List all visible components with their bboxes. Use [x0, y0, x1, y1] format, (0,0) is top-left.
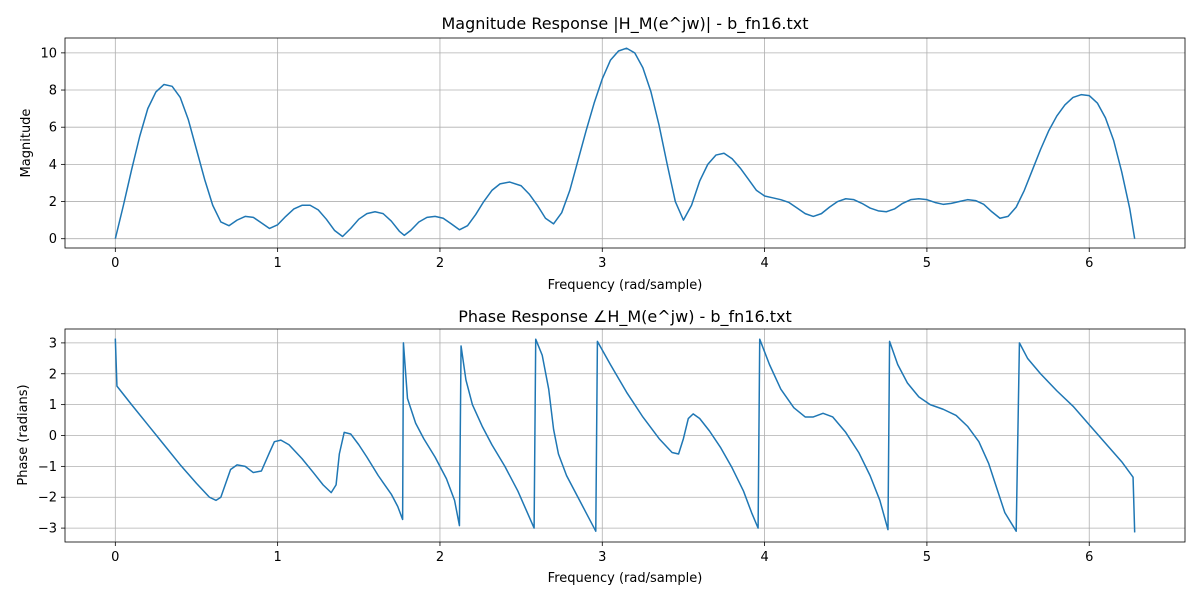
phase-x-tick-label: 6: [1085, 550, 1093, 565]
phase-x-tick-label: 3: [598, 550, 606, 565]
phase-series-line: [114, 338, 1136, 533]
phase-y-tick-label: 2: [49, 367, 57, 382]
phase-y-tick-label: −1: [38, 460, 57, 475]
phase-x-axis-label: Frequency (rad/sample): [548, 571, 703, 586]
phase-x-tick-label: 4: [760, 550, 768, 565]
phase-y-tick-label: 0: [49, 429, 57, 444]
phase-y-tick-label: 3: [49, 336, 57, 351]
magnitude-x-axis-label: Frequency (rad/sample): [548, 278, 703, 293]
phase-y-tick-label: −3: [38, 522, 57, 537]
magnitude-series: [114, 47, 1136, 239]
phase-y-tick-label: 1: [49, 398, 57, 413]
magnitude-x-tick-label: 4: [760, 256, 768, 271]
phase-panel: Phase Response ∠H_M(e^jw) - b_fn16.txt 0…: [16, 307, 1186, 586]
magnitude-y-tick-label: 2: [49, 195, 57, 210]
magnitude-x-tick-label: 5: [923, 256, 931, 271]
phase-grid: [65, 329, 1185, 542]
phase-series: [114, 338, 1136, 533]
magnitude-panel: Magnitude Response |H_M(e^jw)| - b_fn16.…: [19, 14, 1186, 293]
magnitude-ticks: 0 1 2 3 4 5 6 0 2 4 6 8 10: [40, 46, 1093, 271]
magnitude-axes-frame: [64, 37, 1186, 249]
magnitude-x-tick-label: 2: [436, 256, 444, 271]
phase-x-tick-label: 2: [436, 550, 444, 565]
magnitude-y-tick-label: 4: [49, 158, 57, 173]
phase-title: Phase Response ∠H_M(e^jw) - b_fn16.txt: [458, 307, 792, 327]
phase-x-tick-label: 1: [273, 550, 281, 565]
magnitude-y-tick-label: 0: [49, 232, 57, 247]
phase-y-axis-label: Phase (radians): [16, 384, 31, 485]
magnitude-y-tick-label: 6: [49, 121, 57, 136]
magnitude-x-tick-label: 1: [273, 256, 281, 271]
magnitude-series-line: [114, 47, 1136, 239]
phase-ticks: 0 1 2 3 4 5 6 −3 −2 −1 0 1 2 3: [38, 336, 1094, 565]
magnitude-y-tick-label: 8: [49, 84, 57, 99]
magnitude-x-tick-label: 0: [111, 256, 119, 271]
magnitude-grid: [65, 38, 1185, 248]
magnitude-x-tick-label: 6: [1085, 256, 1093, 271]
magnitude-y-axis-label: Magnitude: [19, 109, 34, 178]
phase-x-tick-label: 0: [111, 550, 119, 565]
magnitude-x-tick-label: 3: [598, 256, 606, 271]
phase-x-tick-label: 5: [923, 550, 931, 565]
magnitude-y-tick-label: 10: [40, 46, 57, 61]
phase-y-tick-label: −2: [38, 491, 57, 506]
magnitude-title: Magnitude Response |H_M(e^jw)| - b_fn16.…: [442, 14, 809, 34]
